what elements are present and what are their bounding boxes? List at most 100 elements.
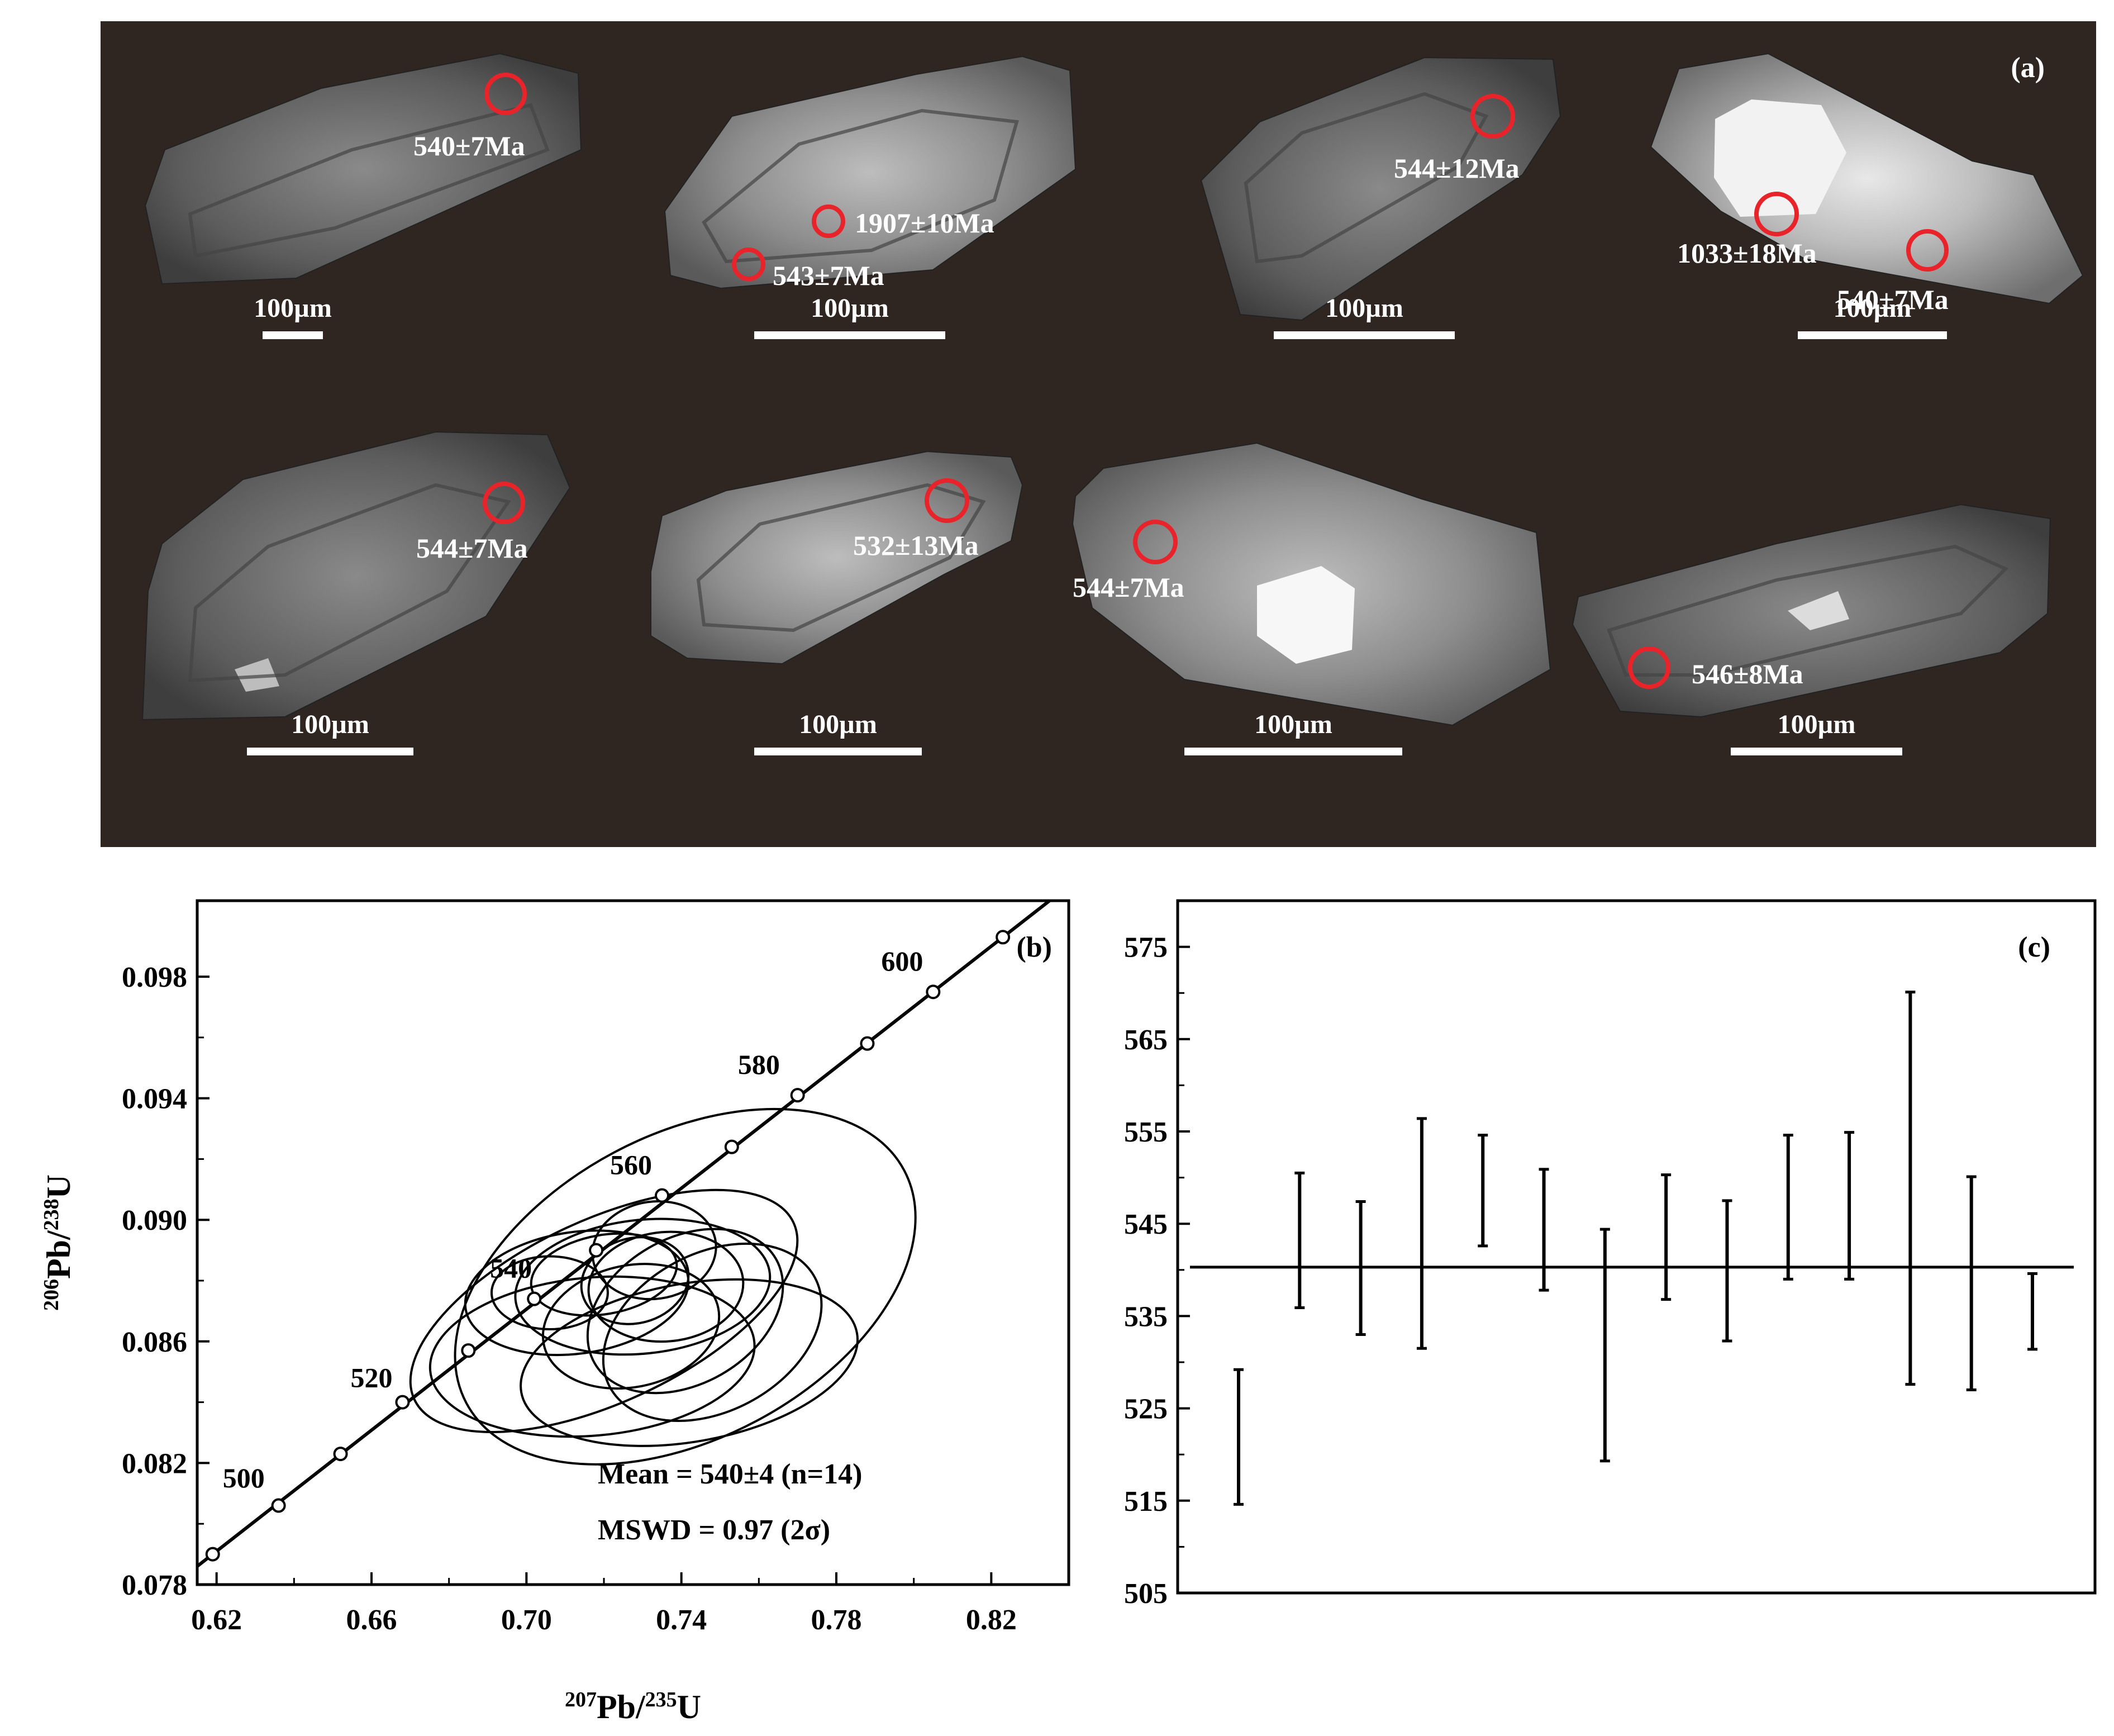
y-tick-label: 515 (1124, 1486, 1168, 1518)
concordia-age-marker (724, 1139, 739, 1154)
y-axis-label-part: Pb/ (40, 1230, 77, 1279)
y-axis-label-part: 206 (40, 1279, 63, 1311)
concordia-age-marker (333, 1447, 348, 1462)
concordia-age-marker (461, 1343, 476, 1358)
x-axis-label: 207Pb/235U (565, 1688, 701, 1725)
error-ellipse (520, 1278, 859, 1447)
concordia-age-label: 600 (881, 945, 923, 977)
spot-age-label: 1907±10Ma (855, 207, 994, 239)
scale-bar-label: 100µm (799, 710, 877, 739)
cl-image-canvas: 100µm 100µm 100µm 100µm 100µm 100µm 100µm 100µm… (141, 52, 2084, 755)
concordia-age-label: 540 (490, 1253, 532, 1284)
spot-age-label: 540±7Ma (1837, 284, 1949, 315)
spot-age-label: 543±7Ma (773, 260, 884, 291)
analysis-spot (812, 204, 845, 238)
error-ellipse (464, 1229, 690, 1357)
analysis-spot (483, 482, 525, 524)
growth-zone (702, 108, 1019, 264)
panel-c-label: (c) (2018, 931, 2050, 963)
scale-bar (263, 331, 323, 339)
mswd-annotation: MSWD = 0.97 (2σ) (598, 1514, 830, 1546)
growth-zone (696, 483, 986, 632)
growth-zone (1244, 92, 1489, 264)
concordia-age-marker (205, 1547, 220, 1562)
x-tick-label: 0.66 (346, 1604, 397, 1636)
y-tick-label: 565 (1124, 1024, 1168, 1056)
x-tick-label: 0.70 (501, 1604, 552, 1636)
analysis-spot (1906, 229, 1949, 272)
concordia-age-marker (996, 930, 1011, 945)
x-axis-label-part: U (677, 1689, 701, 1725)
analysis-spot (1754, 192, 1799, 236)
scale-bar (754, 748, 922, 755)
error-ellipse (530, 1232, 678, 1317)
x-axis-label-part: 207 (565, 1688, 597, 1711)
concordia-age-label: 580 (738, 1049, 780, 1080)
y-axis-label-part: 238 (40, 1198, 63, 1230)
y-tick-label: 0.098 (122, 962, 187, 993)
y-axis-label-part: U (40, 1174, 77, 1198)
concordia-age-marker (926, 984, 941, 1000)
scale-bar (1798, 331, 1947, 339)
growth-zone (188, 103, 550, 258)
concordia-curve (197, 901, 1053, 1568)
error-ellipse (586, 1228, 784, 1395)
plot-frame (1176, 899, 2097, 1595)
y-tick-label: 0.082 (122, 1448, 187, 1480)
y-tick-label: 535 (1124, 1301, 1168, 1333)
concordia-age-marker (655, 1188, 669, 1203)
spot-age-label: 544±12Ma (1394, 153, 1520, 184)
concordia-age-marker (589, 1243, 604, 1258)
error-ellipse (409, 1188, 799, 1433)
error-ellipse (514, 1217, 772, 1356)
x-tick-label: 0.78 (811, 1604, 862, 1636)
concordia-age-marker (271, 1498, 286, 1513)
y-axis-label: 206Pb/238U (40, 1174, 77, 1311)
scale-bar (247, 748, 413, 755)
analysis-spot (1628, 646, 1670, 689)
y-tick-label: 0.094 (122, 1083, 187, 1115)
scale-bar-label: 100µm (1778, 710, 1856, 739)
analysis-spot (1470, 94, 1515, 139)
analysis-spot (925, 478, 969, 523)
spot-age-label: 1033±18Ma (1677, 237, 1817, 269)
panel-a-label: (a) (2011, 52, 2045, 84)
scale-bar-label: 100µm (811, 293, 889, 323)
spot-age-label: 544±7Ma (1073, 572, 1184, 603)
bright-core (1788, 591, 1849, 630)
error-ellipse (602, 1242, 823, 1423)
concordia-age-marker (527, 1291, 542, 1306)
y-tick-label: 525 (1124, 1393, 1168, 1425)
analysis-spot (484, 73, 527, 115)
scale-bar-label: 100µm (254, 293, 332, 323)
zircon-grain (664, 55, 1077, 289)
concordia-age-label: 520 (351, 1362, 393, 1393)
scale-bar (1274, 331, 1455, 339)
y-tick-label: 555 (1124, 1116, 1168, 1148)
y-tick-label: 505 (1124, 1578, 1168, 1610)
scale-bar (1184, 748, 1402, 755)
spot-age-label: 540±7Ma (413, 130, 525, 161)
bright-core (1257, 566, 1355, 664)
error-ellipse (454, 1107, 917, 1466)
bright-core (1714, 99, 1846, 217)
plot-frame (196, 899, 1070, 1586)
error-ellipse (490, 1255, 609, 1331)
panel-b-label: (b) (1016, 931, 1052, 963)
zircon-grain (144, 53, 582, 285)
error-ellipse (591, 1200, 717, 1301)
spot-age-label: 532±13Ma (853, 530, 979, 561)
y-tick-label: 575 (1124, 932, 1168, 964)
concordia-age-marker (860, 1036, 875, 1051)
concordia-age-label: 500 (223, 1462, 265, 1494)
y-tick-label: 545 (1124, 1209, 1168, 1240)
y-tick-label: 0.086 (122, 1326, 187, 1358)
y-tick-label: 0.078 (122, 1569, 187, 1601)
scale-bar (1731, 748, 1902, 755)
error-ellipse (541, 1263, 721, 1390)
scale-bar-label: 100µm (1254, 710, 1332, 739)
zircon-grain (650, 450, 1023, 665)
x-tick-label: 0.62 (191, 1604, 242, 1636)
scale-bar-label: 100µm (1834, 293, 1912, 323)
mean-annotation: Mean = 540±4 (n=14) (598, 1458, 862, 1490)
